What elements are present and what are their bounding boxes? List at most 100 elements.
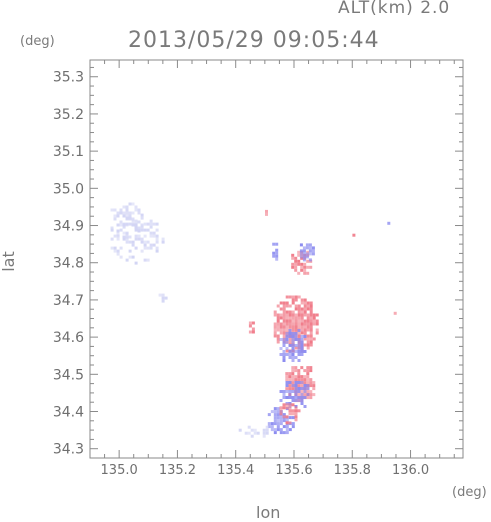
echo-cell bbox=[352, 233, 356, 237]
echo-cell bbox=[303, 304, 307, 308]
echo-cell bbox=[303, 310, 307, 314]
echo-cell bbox=[125, 258, 129, 262]
echo-cell bbox=[143, 222, 147, 226]
echo-cell bbox=[302, 246, 306, 250]
echo-cell bbox=[291, 262, 295, 266]
x-axis-unit: (deg) bbox=[452, 485, 487, 500]
echo-cell bbox=[265, 209, 268, 213]
echo-cell bbox=[300, 396, 304, 399]
echo-cell bbox=[309, 337, 313, 341]
echo-cell bbox=[128, 255, 132, 259]
echo-cell bbox=[137, 220, 141, 224]
echo-cell bbox=[306, 393, 310, 396]
echo-cell bbox=[270, 422, 274, 426]
echo-cell bbox=[297, 390, 301, 393]
echo-cell bbox=[315, 331, 319, 335]
echo-cell bbox=[300, 325, 304, 329]
echo-cell bbox=[309, 307, 313, 311]
echo-cell bbox=[247, 431, 251, 435]
echo-cell bbox=[303, 378, 307, 382]
echo-cell bbox=[300, 350, 304, 353]
echo-cell bbox=[279, 307, 283, 311]
echo-cell bbox=[300, 310, 304, 314]
echo-cell bbox=[137, 237, 141, 241]
echo-cell bbox=[288, 337, 292, 341]
echo-cell bbox=[285, 406, 289, 410]
echo-cell bbox=[265, 425, 269, 429]
echo-cell bbox=[122, 231, 126, 235]
echo-cell bbox=[306, 334, 310, 338]
echo-cell bbox=[291, 301, 295, 305]
echo-cell bbox=[134, 219, 138, 223]
echo-cell bbox=[312, 384, 316, 388]
echo-cell bbox=[303, 343, 307, 347]
echo-cell bbox=[300, 322, 304, 326]
echo-cell bbox=[288, 304, 292, 308]
y-tick-label: 34.8 bbox=[53, 256, 84, 272]
echo-cell bbox=[113, 246, 117, 250]
echo-cell bbox=[164, 296, 168, 300]
echo-cell bbox=[288, 295, 292, 299]
echo-cell bbox=[300, 390, 304, 394]
echo-cell bbox=[306, 337, 310, 341]
echo-cell bbox=[282, 353, 286, 356]
echo-cell bbox=[300, 262, 304, 266]
x-tick-label: 135.8 bbox=[334, 463, 371, 478]
echo-cell bbox=[291, 325, 295, 329]
echo-cell bbox=[297, 313, 301, 317]
echo-cell bbox=[282, 304, 286, 308]
echo-cell bbox=[253, 428, 257, 432]
echo-cell bbox=[312, 337, 316, 341]
echo-cell bbox=[282, 341, 286, 344]
echo-cell bbox=[312, 316, 316, 320]
echo-cell bbox=[387, 221, 391, 225]
echo-cell bbox=[303, 387, 307, 390]
echo-cell bbox=[297, 262, 301, 266]
echo-cell bbox=[288, 329, 292, 332]
echo-cell bbox=[125, 214, 129, 218]
echo-cell bbox=[312, 319, 316, 323]
y-tick-label: 34.6 bbox=[53, 330, 84, 346]
echo-cell bbox=[128, 222, 132, 226]
echo-cell bbox=[288, 356, 292, 359]
echo-cell bbox=[275, 248, 279, 252]
echo-cell bbox=[285, 387, 289, 391]
echo-cell bbox=[282, 425, 286, 429]
echo-region-positive bbox=[273, 295, 319, 353]
echo-cell bbox=[306, 319, 310, 323]
echo-cell bbox=[294, 338, 298, 341]
echo-cell bbox=[309, 343, 313, 347]
echo-cell bbox=[294, 304, 298, 308]
echo-cell bbox=[282, 359, 286, 362]
echo-cell bbox=[300, 402, 304, 405]
echo-cell bbox=[288, 316, 292, 320]
echo-cell bbox=[282, 331, 286, 335]
echo-cell bbox=[306, 322, 310, 326]
echo-cell bbox=[285, 316, 289, 320]
echo-cell bbox=[276, 422, 280, 426]
echo-cell bbox=[285, 301, 289, 305]
echo-cell bbox=[297, 331, 301, 335]
echo-cell bbox=[297, 338, 301, 341]
echo-cell bbox=[288, 381, 292, 384]
echo-cell bbox=[152, 222, 156, 226]
echo-cell bbox=[300, 265, 304, 269]
echo-cell bbox=[309, 331, 313, 335]
echo-cell bbox=[134, 223, 138, 227]
echo-cell bbox=[309, 316, 313, 320]
echo-cell bbox=[305, 246, 309, 250]
echo-cell bbox=[309, 369, 313, 373]
echo-cell bbox=[140, 223, 144, 227]
echo-cell bbox=[276, 337, 280, 341]
echo-cell bbox=[134, 261, 138, 265]
echo-cell bbox=[265, 431, 269, 435]
echo-cell bbox=[282, 328, 286, 332]
echo-cell bbox=[122, 214, 126, 218]
echo-cell bbox=[131, 202, 135, 206]
echo-cell bbox=[300, 347, 304, 350]
echo-cell bbox=[294, 328, 298, 332]
echo-cell bbox=[265, 428, 269, 432]
x-tick-label: 136.0 bbox=[392, 463, 429, 478]
echo-cell bbox=[275, 257, 279, 261]
echo-cell bbox=[294, 307, 298, 311]
